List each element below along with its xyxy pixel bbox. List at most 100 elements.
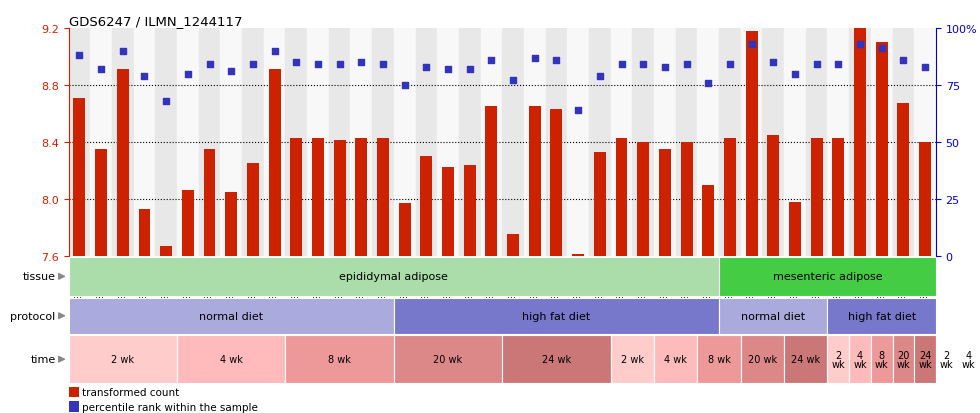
Bar <box>204 150 216 256</box>
Bar <box>611 335 654 383</box>
Bar <box>69 335 177 383</box>
Bar <box>138 209 151 256</box>
Bar <box>480 29 503 256</box>
Text: 4 wk: 4 wk <box>220 354 243 364</box>
Text: 24
wk: 24 wk <box>918 350 932 369</box>
Bar <box>832 138 845 256</box>
Bar <box>437 29 459 256</box>
Bar <box>871 29 893 256</box>
Bar <box>459 29 480 256</box>
Bar <box>95 150 107 256</box>
Bar <box>485 107 498 256</box>
Bar <box>420 157 432 256</box>
Point <box>808 62 824 69</box>
Point <box>159 98 174 105</box>
Bar <box>784 335 827 383</box>
Bar <box>572 255 584 256</box>
Bar <box>356 138 368 256</box>
Bar <box>957 335 979 383</box>
Point <box>722 62 738 69</box>
Text: GDS6247 / ILMN_1244117: GDS6247 / ILMN_1244117 <box>69 15 242 28</box>
Bar <box>160 246 172 256</box>
Bar <box>589 29 611 256</box>
Point <box>874 46 890 52</box>
Point <box>830 62 846 69</box>
Text: 24 wk: 24 wk <box>791 354 820 364</box>
Bar <box>719 298 827 334</box>
Point <box>853 41 868 48</box>
Bar <box>611 29 632 256</box>
Text: high fat diet: high fat diet <box>848 311 916 321</box>
Point <box>570 107 586 114</box>
Bar <box>182 191 194 256</box>
Bar <box>632 29 654 256</box>
Bar <box>914 29 936 256</box>
Point <box>223 69 239 75</box>
Bar <box>914 335 936 383</box>
Bar <box>464 165 475 256</box>
Text: transformed count: transformed count <box>82 387 179 397</box>
Bar <box>133 29 156 256</box>
Bar <box>351 29 372 256</box>
Bar <box>936 335 957 383</box>
Point <box>418 64 434 71</box>
Text: 4 wk: 4 wk <box>664 354 687 364</box>
Point <box>506 78 521 84</box>
Bar <box>546 29 567 256</box>
Point <box>245 62 261 69</box>
Bar <box>312 138 324 256</box>
Point <box>354 59 369 66</box>
Text: 2 wk: 2 wk <box>112 354 134 364</box>
Text: tissue: tissue <box>23 272 56 282</box>
Bar <box>503 335 611 383</box>
Bar <box>74 98 85 256</box>
Point <box>375 62 391 69</box>
Bar <box>220 29 242 256</box>
Bar <box>789 202 801 256</box>
Bar <box>69 257 719 297</box>
Bar <box>719 257 936 297</box>
Bar <box>112 29 133 256</box>
Bar <box>69 387 79 397</box>
Point <box>657 64 672 71</box>
Bar <box>898 104 909 256</box>
Text: 8
wk: 8 wk <box>875 350 889 369</box>
Point <box>93 66 109 73</box>
Bar <box>680 142 693 256</box>
Bar <box>854 29 866 256</box>
Text: 2
wk: 2 wk <box>940 350 954 369</box>
Bar <box>285 29 307 256</box>
Bar <box>827 29 849 256</box>
Point <box>917 64 933 71</box>
Bar <box>442 168 454 256</box>
Text: time: time <box>30 354 56 364</box>
Bar <box>784 29 806 256</box>
Bar <box>117 70 128 256</box>
Point <box>136 73 152 80</box>
Bar <box>247 164 259 256</box>
Point <box>549 57 564 64</box>
Point <box>527 55 543 62</box>
Point <box>310 62 325 69</box>
Bar <box>69 298 394 334</box>
Bar <box>69 401 79 411</box>
Point <box>483 57 499 64</box>
Point <box>701 80 716 87</box>
Point <box>332 62 348 69</box>
Bar <box>594 152 606 256</box>
Bar <box>551 110 563 256</box>
Text: 8 wk: 8 wk <box>328 354 351 364</box>
Point <box>679 62 695 69</box>
Bar <box>654 29 676 256</box>
Bar <box>156 29 177 256</box>
Bar <box>377 138 389 256</box>
Bar <box>806 29 827 256</box>
Bar <box>507 235 519 256</box>
Bar <box>741 335 784 383</box>
Bar <box>676 29 698 256</box>
Text: 4
wk: 4 wk <box>854 350 867 369</box>
Point <box>765 59 781 66</box>
Point <box>787 71 803 78</box>
Bar <box>177 29 199 256</box>
Text: mesenteric adipose: mesenteric adipose <box>772 272 882 282</box>
